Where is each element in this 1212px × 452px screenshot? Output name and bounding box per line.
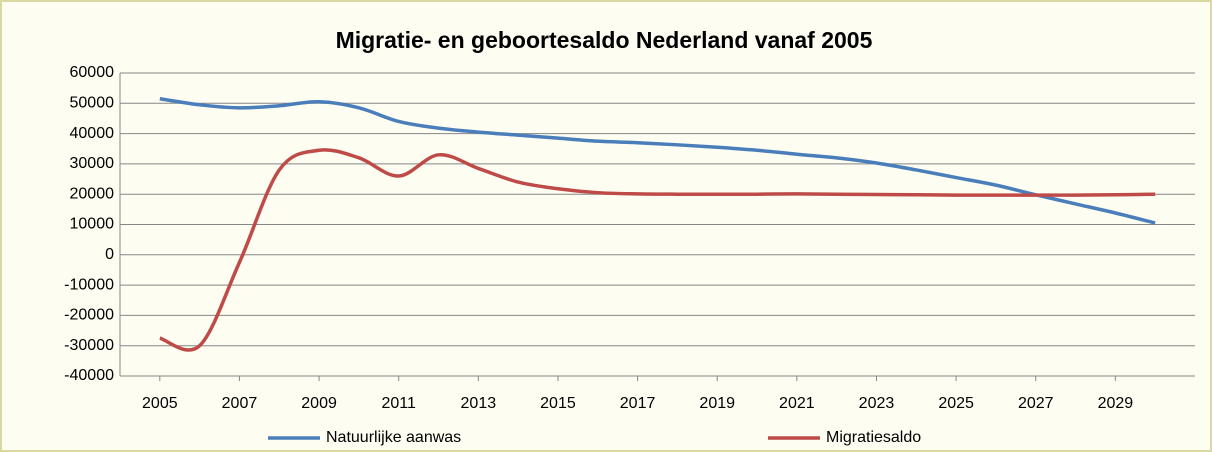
x-tick-label: 2025 — [938, 395, 974, 412]
line-series — [159, 97, 1156, 225]
x-tick-label: 2019 — [699, 395, 735, 412]
x-tick-label: 2005 — [142, 395, 178, 412]
y-tick-label: 60000 — [70, 64, 115, 81]
chart-title: Migratie- en geboortesaldo Nederland van… — [336, 27, 873, 53]
x-tick-label: 2015 — [540, 395, 576, 412]
y-tick-label: 20000 — [70, 185, 115, 202]
x-tick-label: 2021 — [779, 395, 815, 412]
x-tick-label: 2011 — [382, 395, 417, 412]
line-series — [159, 148, 1156, 352]
y-tick-label: 30000 — [70, 155, 115, 172]
x-tick-label: 2027 — [1018, 395, 1054, 412]
y-tick-label: 10000 — [70, 216, 115, 233]
y-tick-label: -40000 — [64, 367, 114, 384]
y-tick-label: -20000 — [64, 307, 114, 324]
x-tick-label: 2017 — [620, 395, 656, 412]
y-tick-label: -10000 — [64, 276, 114, 293]
x-tick-label: 2013 — [461, 395, 497, 412]
x-tick-label: 2023 — [859, 395, 895, 412]
y-tick-label: -30000 — [64, 337, 114, 354]
legend-label: Natuurlijke aanwas — [326, 429, 461, 446]
x-tick-label: 2009 — [301, 395, 337, 412]
y-tick-label: 40000 — [70, 125, 115, 142]
y-tick-label: 0 — [105, 246, 114, 263]
legend-label: Migratiesaldo — [826, 429, 921, 446]
x-tick-label: 2007 — [222, 395, 258, 412]
x-tick-label: 2029 — [1098, 395, 1134, 412]
y-tick-label: 50000 — [70, 95, 115, 112]
